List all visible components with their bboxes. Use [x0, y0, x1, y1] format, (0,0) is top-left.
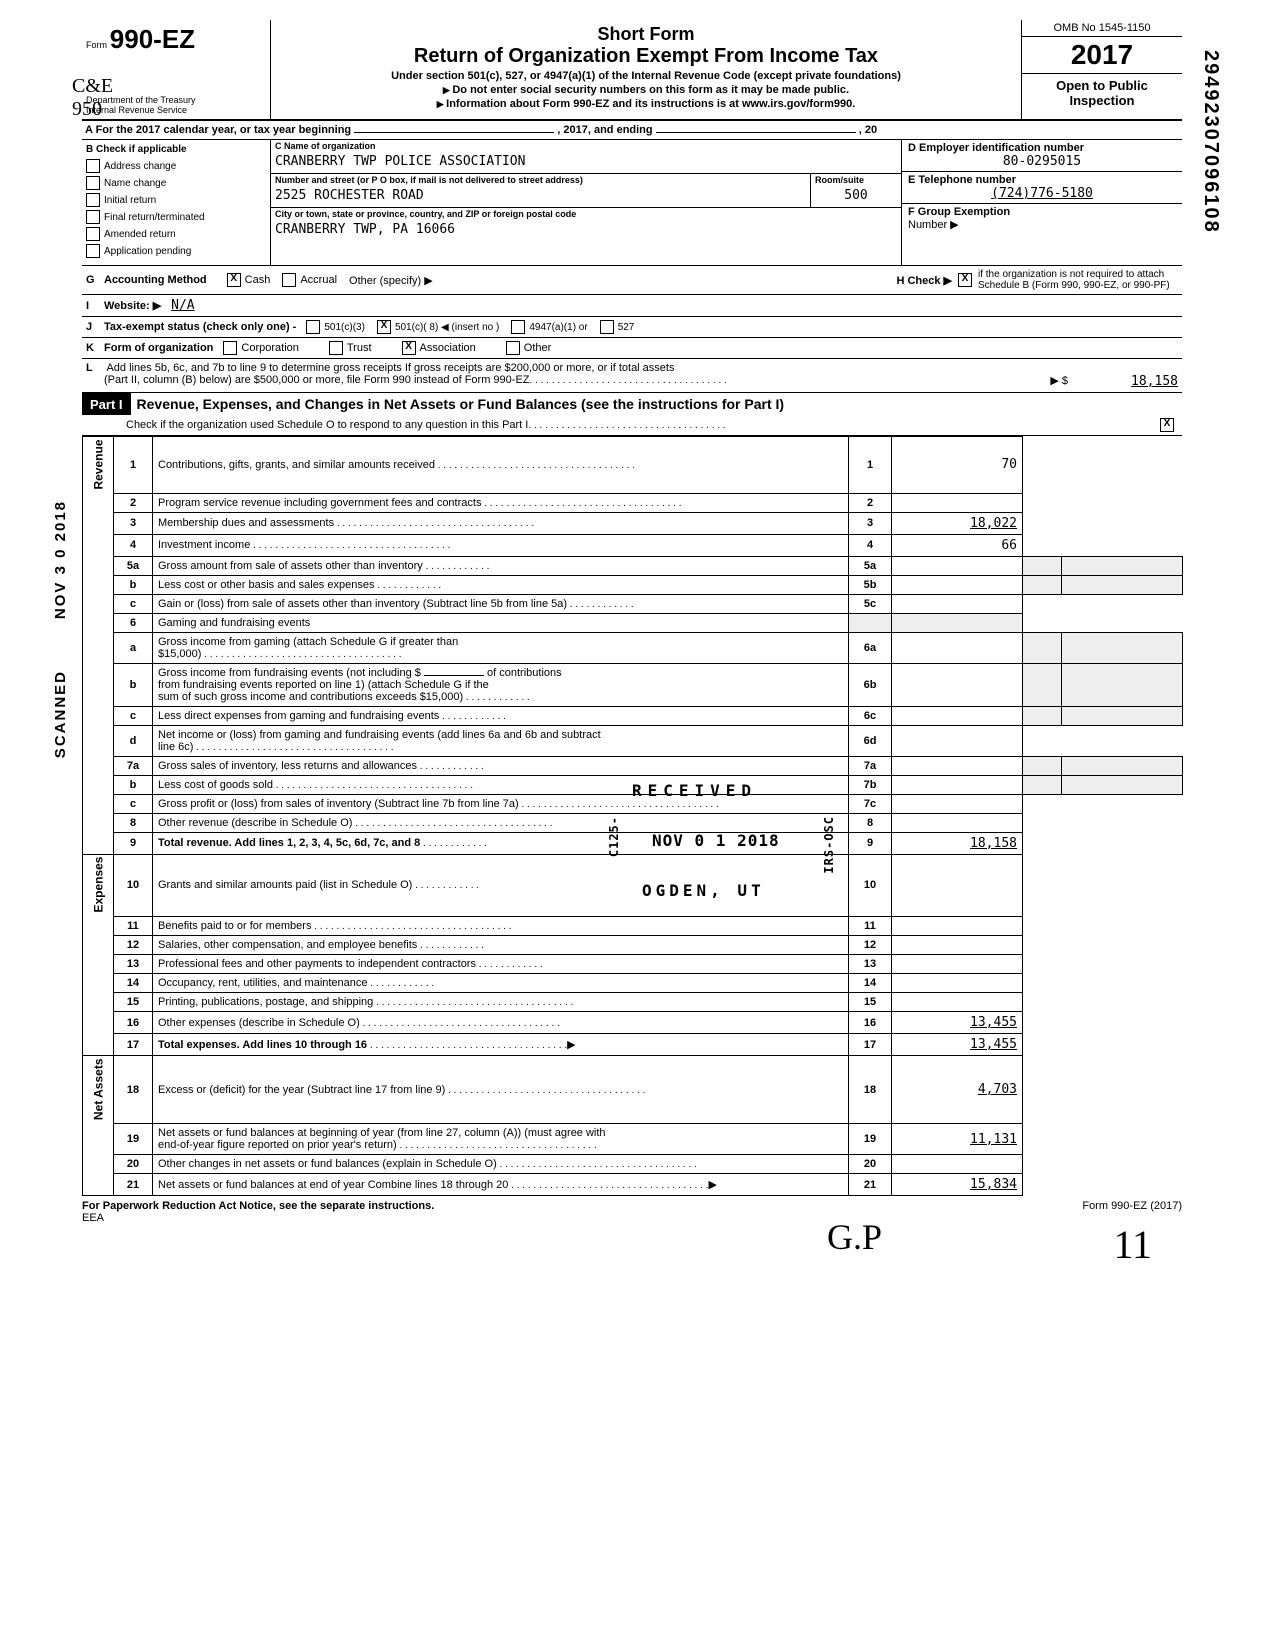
room: 500	[811, 186, 901, 207]
f-label: F Group Exemption	[908, 206, 1010, 218]
line21-val: 15,834	[892, 1174, 1023, 1196]
line3-val: 18,022	[892, 512, 1023, 534]
cb-address[interactable]	[86, 159, 100, 173]
vert-netassets: Net Assets	[83, 1056, 114, 1124]
footer-eea: EEA	[82, 1212, 104, 1224]
line1-val: 70	[892, 437, 1023, 494]
row-a: A For the 2017 calendar year, or tax yea…	[82, 121, 1182, 140]
cb-assoc[interactable]	[402, 341, 416, 355]
line17-val: 13,455	[892, 1034, 1023, 1056]
c-name-label: C Name of organization	[271, 140, 901, 152]
stamp-c125: C125-	[607, 816, 621, 857]
city: CRANBERRY TWP, PA 16066	[271, 220, 901, 241]
header-right: OMB No 1545-1150 2017 Open to Public Ins…	[1021, 20, 1182, 119]
vert-expenses: Expenses	[83, 854, 114, 917]
cb-initial[interactable]	[86, 193, 100, 207]
ein: 80-0295015	[908, 154, 1176, 169]
form-page: 29492307096108 NOV 3 0 2018 SCANNED C&E …	[82, 20, 1182, 1228]
side-barcode-number: 29492307096108	[1199, 50, 1222, 234]
footer-left: For Paperwork Reduction Act Notice, see …	[82, 1200, 434, 1212]
side-scanned-stamp: SCANNED	[52, 670, 69, 758]
gross-receipts: 18,158	[1068, 374, 1178, 389]
footer: For Paperwork Reduction Act Notice, see …	[82, 1196, 1182, 1228]
room-label: Room/suite	[811, 174, 901, 186]
cb-final[interactable]	[86, 210, 100, 224]
dept-irs: Internal Revenue Service	[86, 105, 266, 115]
cb-accrual[interactable]	[282, 273, 296, 287]
row-i: I Website: ▶ N/A	[82, 295, 1182, 317]
col-c: C Name of organization CRANBERRY TWP POL…	[270, 140, 901, 265]
c-city-label: City or town, state or province, country…	[271, 208, 901, 220]
cb-trust[interactable]	[329, 341, 343, 355]
form-number: 990-EZ	[110, 24, 195, 55]
side-date-stamp: NOV 3 0 2018	[52, 500, 69, 619]
website: N/A	[171, 298, 194, 313]
tax-year: 2017	[1022, 37, 1182, 74]
cb-pending[interactable]	[86, 244, 100, 258]
stamp-irs: IRS-OSC	[822, 816, 836, 874]
row-a-prefix: A For the 2017 calendar year, or tax yea…	[85, 124, 351, 136]
f-label2: Number ▶	[908, 219, 959, 231]
line4-val: 66	[892, 534, 1023, 556]
cb-h[interactable]	[958, 273, 972, 287]
cb-corp[interactable]	[223, 341, 237, 355]
c-addr-label: Number and street (or P O box, if mail i…	[271, 174, 810, 186]
open-public: Open to Public Inspection	[1022, 74, 1182, 112]
part1-check: Check if the organization used Schedule …	[82, 415, 1182, 436]
row-l: L Add lines 5b, 6c, and 7b to line 9 to …	[82, 359, 1182, 393]
cb-amended[interactable]	[86, 227, 100, 241]
line9-val: 18,158	[892, 832, 1023, 854]
row-a-end: , 20	[859, 124, 877, 136]
stamp-ogden: OGDEN, UT	[642, 881, 765, 900]
vert-revenue: Revenue	[83, 437, 114, 494]
cb-527[interactable]	[600, 320, 614, 334]
street: 2525 ROCHESTER ROAD	[271, 186, 810, 207]
section-bcdef: B Check if applicable Address change Nam…	[82, 140, 1182, 266]
note-info: Information about Form 990-EZ and its in…	[279, 98, 1013, 110]
col-b: B Check if applicable Address change Nam…	[82, 140, 270, 265]
line19-val: 11,131	[892, 1124, 1023, 1155]
col-de: D Employer identification number 80-0295…	[901, 140, 1182, 265]
header-left: Form 990-EZ Department of the Treasury I…	[82, 20, 271, 119]
title-main: Return of Organization Exempt From Incom…	[279, 45, 1013, 68]
note-ssn: Do not enter social security numbers on …	[279, 84, 1013, 96]
line18-val: 4,703	[892, 1056, 1023, 1124]
row-j: J Tax-exempt status (check only one) - 5…	[82, 317, 1182, 338]
header-center: Short Form Return of Organization Exempt…	[271, 20, 1021, 119]
row-g: G Accounting Method Cash Accrual Other (…	[82, 266, 1182, 295]
org-name: CRANBERRY TWP POLICE ASSOCIATION	[271, 152, 901, 173]
form-word: Form	[86, 40, 107, 50]
cb-other[interactable]	[506, 341, 520, 355]
row-a-mid: , 2017, and ending	[557, 124, 652, 136]
hand-eleven: 11	[1113, 1221, 1152, 1268]
stamp-date: NOV 0 1 2018	[652, 831, 780, 850]
part1-header: Part I Revenue, Expenses, and Changes in…	[82, 393, 1182, 415]
d-label: D Employer identification number	[908, 142, 1176, 154]
phone: (724)776-5180	[908, 186, 1176, 201]
main-table: Revenue 1 Contributions, gifts, grants, …	[82, 436, 1183, 1196]
cb-501c3[interactable]	[306, 320, 320, 334]
cb-schedule-o[interactable]	[1160, 418, 1174, 432]
cb-501c[interactable]	[377, 320, 391, 334]
omb-number: OMB No 1545-1150	[1022, 20, 1182, 37]
hand-initials: G.P	[827, 1216, 882, 1258]
subtitle: Under section 501(c), 527, or 4947(a)(1)…	[279, 70, 1013, 82]
form-header: Form 990-EZ Department of the Treasury I…	[82, 20, 1182, 121]
e-label: E Telephone number	[908, 174, 1176, 186]
dept-treasury: Department of the Treasury	[86, 95, 266, 105]
stamp-received: RECEIVED	[632, 781, 757, 800]
cb-4947[interactable]	[511, 320, 525, 334]
title-short: Short Form	[279, 24, 1013, 45]
cb-cash[interactable]	[227, 273, 241, 287]
b-label: B Check if applicable	[86, 144, 266, 155]
cb-name[interactable]	[86, 176, 100, 190]
row-k: K Form of organization Corporation Trust…	[82, 338, 1182, 359]
line16-val: 13,455	[892, 1012, 1023, 1034]
